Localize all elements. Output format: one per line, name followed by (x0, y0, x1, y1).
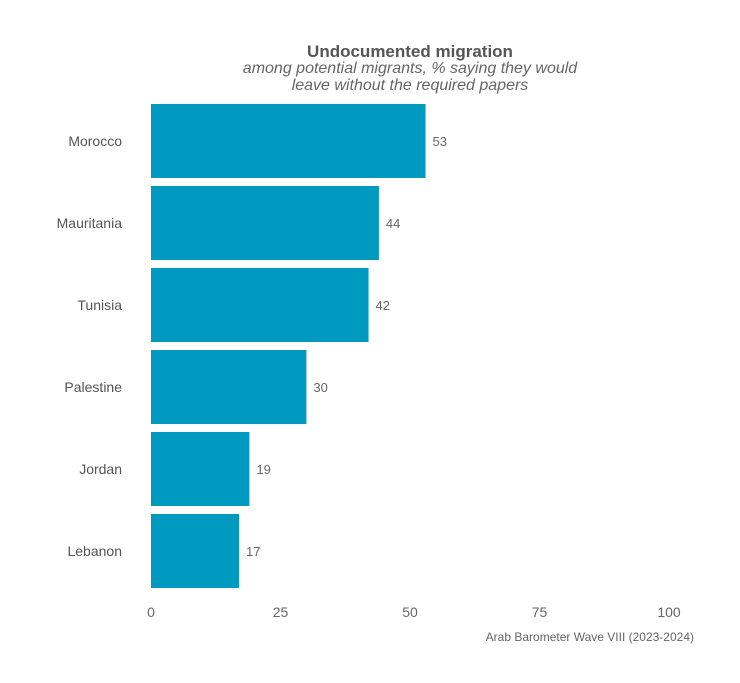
chart-title: Undocumented migration (307, 42, 513, 61)
x-axis-ticks: 0 25 50 75 100 (147, 604, 681, 620)
chart-subtitle-line-2: leave without the required papers (292, 77, 529, 94)
bar-palestine (151, 350, 307, 424)
bar-mauritania (151, 186, 379, 260)
x-tick-label-0: 0 (147, 604, 155, 620)
category-label-jordan: Jordan (79, 461, 122, 477)
value-label-morocco: 53 (433, 134, 447, 149)
value-label-lebanon: 17 (246, 544, 260, 559)
bar-lebanon (151, 514, 240, 588)
bar-morocco (151, 104, 426, 178)
bar-jordan (151, 432, 250, 506)
x-tick-label-75: 75 (532, 604, 548, 620)
bars: Morocco 53 Mauritania 44 Tunisia 42 Palestine 3… (57, 104, 447, 588)
source-caption: Arab Barometer Wave VIII (2023-2024) (486, 630, 694, 644)
value-label-jordan: 19 (256, 462, 270, 477)
x-tick-label-100: 100 (657, 604, 681, 620)
category-label-tunisia: Tunisia (77, 297, 122, 313)
x-tick-label-25: 25 (273, 604, 289, 620)
value-label-mauritania: 44 (386, 216, 400, 231)
value-label-palestine: 30 (313, 380, 327, 395)
x-tick-label-50: 50 (402, 604, 418, 620)
chart-subtitle-line-1: among potential migrants, % saying they … (243, 60, 579, 77)
value-label-tunisia: 42 (376, 298, 390, 313)
bar-tunisia (151, 268, 369, 342)
category-label-lebanon: Lebanon (67, 543, 122, 559)
category-label-mauritania: Mauritania (57, 215, 123, 231)
category-label-palestine: Palestine (64, 379, 122, 395)
category-label-morocco: Morocco (68, 133, 122, 149)
